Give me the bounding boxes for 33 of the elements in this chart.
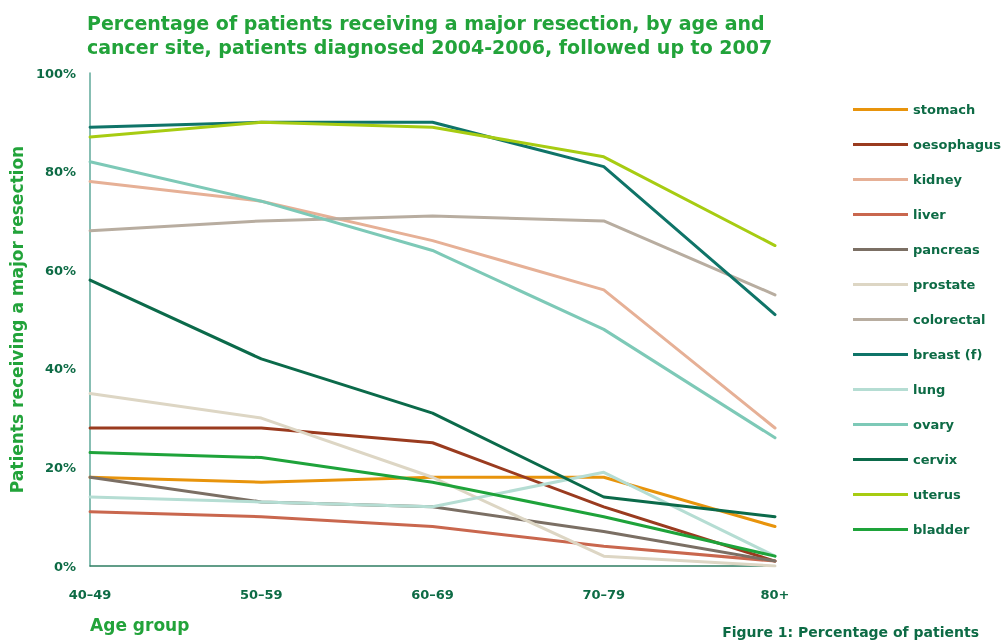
y-axis-title: Patients receiving a major resection [6, 145, 27, 494]
x-axis-title: Age group [90, 614, 190, 635]
x-tick-label: 60–69 [411, 587, 454, 602]
x-tick-label: 50–59 [239, 587, 283, 602]
legend-label: stomach [913, 102, 976, 117]
legend-label: colorectal [913, 312, 986, 327]
caption: Figure 1: Percentage of patients [722, 624, 980, 640]
y-tick-label: 20% [44, 459, 77, 475]
legend-label: oesophagus [913, 137, 1001, 152]
line-series [88, 214, 777, 297]
legend-label: uterus [913, 487, 961, 502]
y-tick-label: 60% [44, 262, 77, 278]
x-tick-label: 70–79 [582, 587, 626, 602]
y-tick-label: 0% [53, 558, 77, 574]
line-series [88, 120, 777, 248]
legend-label: lung [913, 382, 946, 397]
legend-label: kidney [913, 172, 963, 187]
y-tick-label: 80% [44, 164, 77, 180]
y-tick-label: 40% [44, 361, 77, 377]
chart-title: Percentage of patients receiving a major resection, by age and cancer site, patients diagnosed 2004-2006, followed up to 2007 [87, 12, 773, 58]
legend-label: prostate [913, 277, 976, 292]
legend-label: breast (f) [913, 347, 983, 362]
line-series [88, 451, 777, 558]
legend-label: pancreas [913, 242, 981, 257]
legend-label: ovary [913, 417, 955, 432]
legend-label: bladder [913, 522, 970, 537]
legend-label: cervix [913, 452, 958, 467]
x-tick-label: 80+ [760, 587, 790, 602]
x-tick-label: 40–49 [68, 587, 112, 602]
line-series [88, 391, 777, 568]
line-series [88, 278, 777, 519]
legend-label: liver [913, 207, 947, 222]
y-tick-label: 100% [35, 65, 77, 81]
